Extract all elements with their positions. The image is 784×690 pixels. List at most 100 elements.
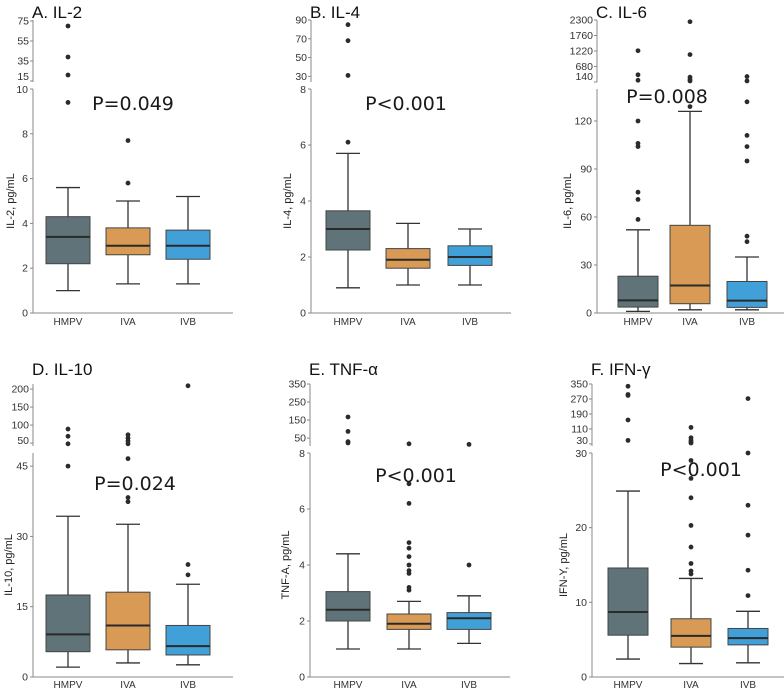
panel-title: C. IL-6 [596,3,647,22]
outlier-point [744,158,750,164]
outlier-point [635,118,641,124]
x-tick-label: IVA [120,317,136,328]
iqr-box [727,627,769,646]
iqr-box [385,248,431,269]
box-ivb [726,74,768,311]
upper-tick-label: 100 [11,420,29,432]
upper-tick-label: 75 [17,16,29,28]
outlier-point [406,554,412,559]
outlier-point [687,52,693,57]
iqr-box [165,624,211,656]
x-tick-label: IVB [740,680,756,690]
upper-tick-label: 1760 [570,30,594,42]
y-axis-label: IL-10, pg/mL [3,534,15,596]
outlier-point [125,180,131,186]
box-ivb [447,228,493,286]
outlier-point [625,417,631,423]
outlier-point [744,239,750,245]
panel-title: E. TNF-α [309,360,378,379]
lower-tick-label: 4 [300,196,306,208]
lower-tick-label: 10 [16,84,28,96]
x-tick-label: IVA [683,680,699,690]
upper-tick-label: 250 [288,397,306,409]
upper-tick-label: 55 [17,36,29,48]
x-tick-label: HMPV [54,680,83,690]
box-iva [669,19,711,311]
iqr-box [105,591,151,651]
lower-tick-label: 30 [16,531,28,543]
outlier-point [744,78,750,84]
x-tick-label: IVB [739,317,755,328]
lower-tick-label: 8 [22,128,28,140]
upper-tick-label: 680 [575,61,593,73]
outlier-point [466,441,472,447]
lower-tick-label: 8 [299,448,305,460]
lower-tick-label: 60 [580,212,592,224]
box-hmpv [607,383,649,660]
outlier-point [345,414,351,420]
panel-il-2: A. IL-2 15 35 55 75 0 2 4 6 8 10 IL-2, pg/mL HMPV IVA… [5,3,233,328]
panel-il-4: B. IL-4 30 50 70 90 0 2 4 6 8 IL-4, pg/mL HMPV IVA IV… [282,3,511,328]
outlier-point [65,433,71,439]
upper-tick-label: 350 [288,379,306,391]
upper-tick-label: 50 [295,52,307,64]
outlier-point [744,74,750,79]
p-value-label: P=0.049 [92,93,174,115]
outlier-point [125,495,131,500]
outlier-point [635,217,641,222]
outlier-point [406,540,412,545]
outlier-point [745,593,751,599]
lower-tick-label: 0 [300,308,306,320]
iqr-box [669,224,711,305]
lower-tick-label: 30 [575,448,587,460]
panel-il-10: D. IL-10 50 100 150 200 0 15 30 45 IL-10, pg/mL HM… [3,360,233,690]
upper-tick-label: 200 [11,384,29,396]
p-value-label: P<0.001 [375,465,457,487]
lower-tick-label: 2 [299,616,305,628]
lower-tick-label: 8 [300,84,306,96]
x-tick-label: HMPV [624,317,653,328]
outlier-point [745,567,751,573]
lower-tick-label: 2 [22,263,28,275]
outlier-point [406,568,412,573]
outlier-point [65,426,71,432]
iqr-box [45,216,91,265]
lower-tick-label: 6 [22,173,28,185]
outlier-point [688,523,694,528]
box-hmpv [325,414,371,650]
box-ivb [165,195,211,285]
lower-tick-label: 0 [586,308,592,320]
upper-tick-label: 140 [575,71,593,83]
x-tick-label: HMPV [614,680,643,690]
lower-tick-label: 0 [22,308,28,320]
outlier-point [635,72,641,78]
iqr-box [325,591,371,622]
outlier-point [345,439,351,445]
lower-tick-label: 120 [574,116,592,128]
iqr-box [607,567,649,636]
outlier-point [125,432,131,438]
lower-tick-label: 0 [299,672,305,684]
y-axis-label: IL-2, pg/mL [5,173,17,229]
outlier-point [688,568,694,574]
lower-tick-label: 2 [300,252,306,264]
outlier-point [185,562,191,567]
box-hmpv [45,426,91,668]
p-value-label: P<0.001 [660,459,742,481]
upper-tick-label: 110 [571,423,588,435]
lower-tick-label: 10 [575,597,587,609]
box-ivb [727,396,769,664]
upper-tick-label: 270 [570,393,588,405]
upper-tick-label: 35 [17,56,29,68]
panel-title: A. IL-2 [32,3,82,22]
outlier-point [744,144,750,150]
iqr-box [726,280,768,308]
iqr-box [617,275,659,308]
outlier-point [65,54,71,60]
outlier-point [625,437,631,443]
outlier-point [345,38,351,44]
outlier-point [688,475,694,481]
outlier-point [745,396,751,402]
outlier-point [65,441,71,447]
